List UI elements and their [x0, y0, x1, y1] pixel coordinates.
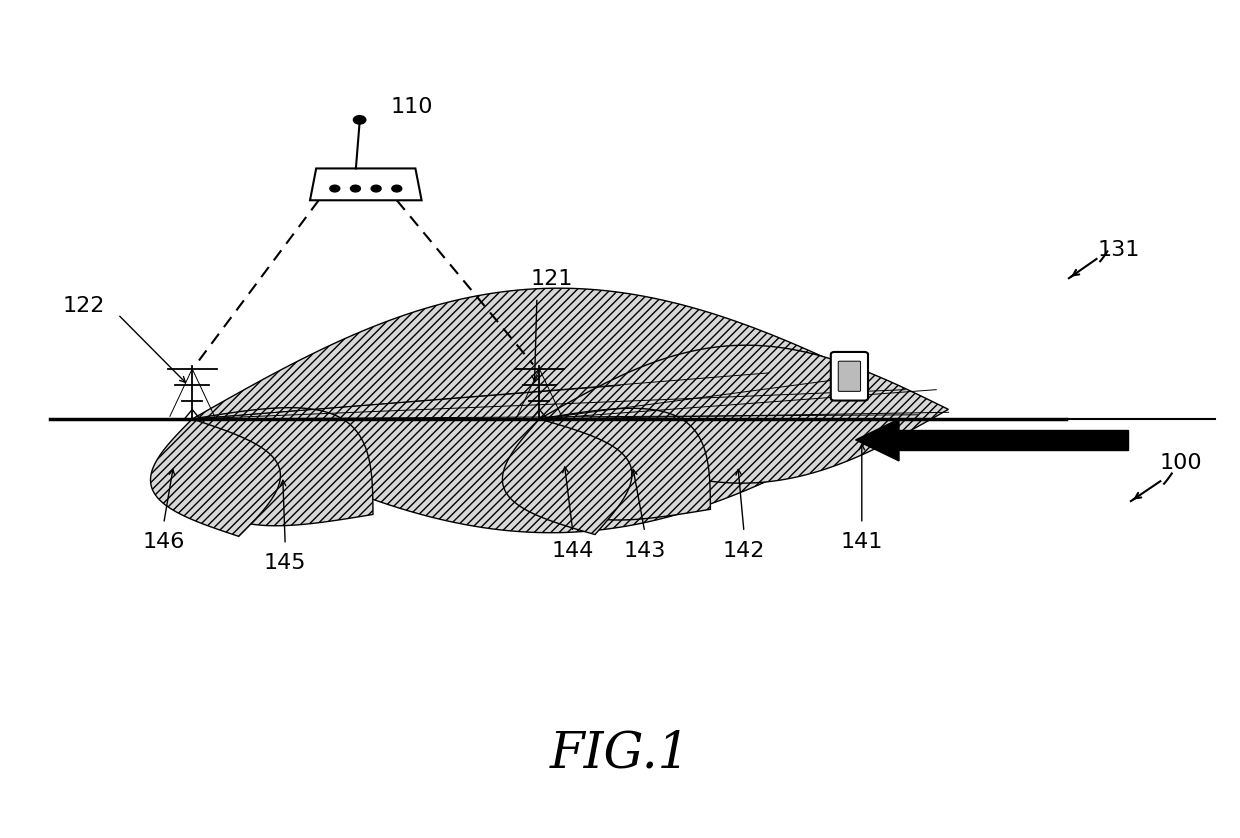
Polygon shape	[899, 430, 1128, 450]
Circle shape	[351, 185, 361, 192]
Polygon shape	[310, 168, 422, 200]
Polygon shape	[539, 408, 711, 520]
Text: 146: 146	[143, 532, 185, 552]
Text: 143: 143	[624, 541, 666, 561]
Text: 131: 131	[1097, 240, 1140, 260]
Polygon shape	[192, 407, 373, 525]
FancyBboxPatch shape	[831, 352, 868, 401]
Circle shape	[330, 185, 340, 192]
Polygon shape	[192, 288, 918, 533]
Text: 121: 121	[531, 269, 573, 289]
Text: 145: 145	[264, 553, 306, 573]
Circle shape	[353, 116, 366, 124]
FancyBboxPatch shape	[838, 361, 861, 391]
Polygon shape	[150, 419, 280, 536]
Polygon shape	[502, 419, 632, 535]
Text: 122: 122	[63, 296, 105, 316]
Text: 110: 110	[391, 97, 433, 117]
Text: 100: 100	[1159, 453, 1202, 473]
Text: FIG.1: FIG.1	[549, 729, 691, 779]
Circle shape	[392, 185, 402, 192]
Text: 144: 144	[552, 541, 594, 561]
Polygon shape	[856, 419, 899, 461]
Polygon shape	[539, 345, 949, 484]
Text: 141: 141	[841, 532, 883, 552]
Circle shape	[371, 185, 381, 192]
Text: 142: 142	[723, 541, 765, 561]
